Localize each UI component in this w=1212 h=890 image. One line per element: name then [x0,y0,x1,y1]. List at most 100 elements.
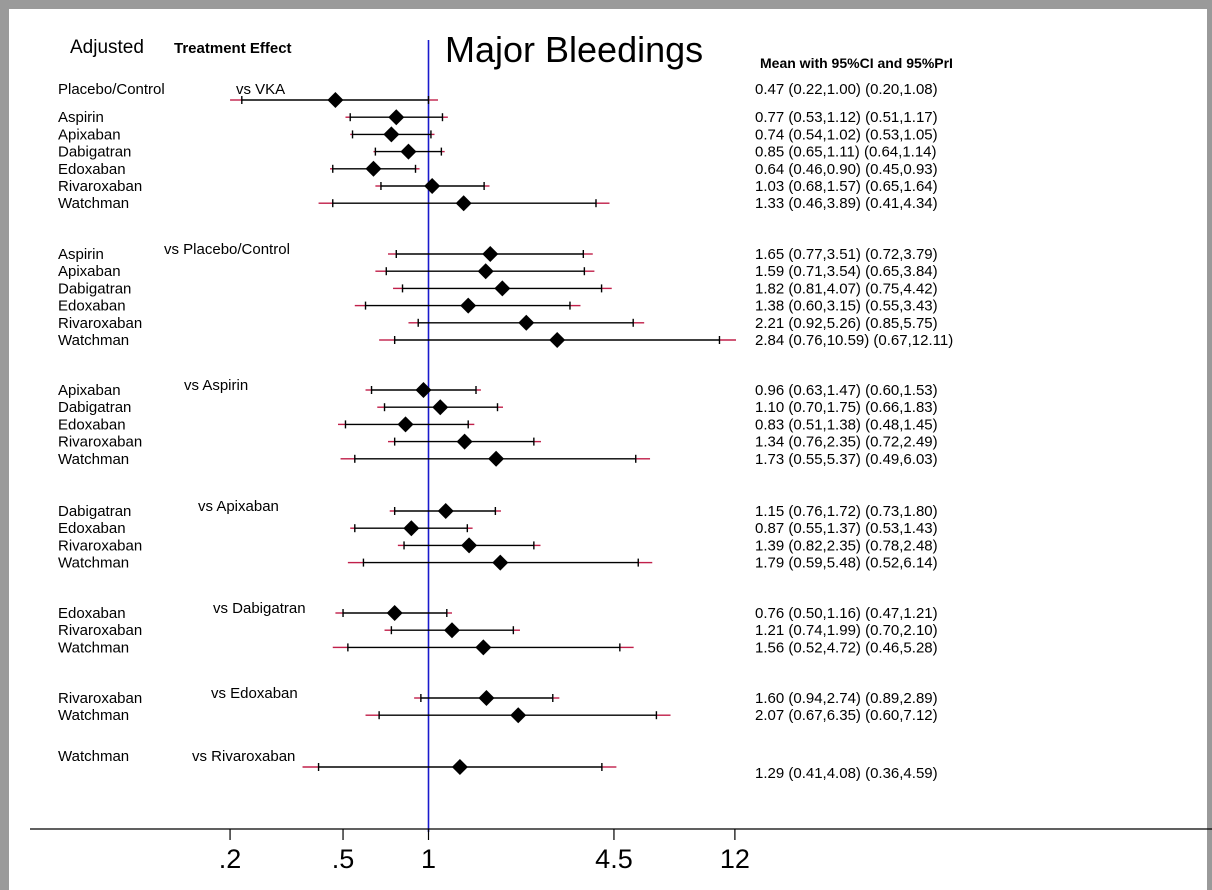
point-estimate [383,126,400,143]
comparator-label: vs Placebo/Control [164,241,290,258]
point-estimate [432,399,449,416]
comparator-label: vs Dabigatran [213,600,306,617]
point-estimate [518,314,535,331]
point-estimate [437,503,454,519]
point-estimate [549,332,566,348]
comparator-label: vs Edoxaban [211,685,298,702]
point-estimate [444,622,461,639]
point-estimate [327,92,344,108]
point-estimate [460,297,477,314]
point-estimate [475,639,492,656]
point-estimate [492,554,509,571]
x-axis: .2 .5 1 4.5 12 [30,828,1212,874]
chart-title: Major Bleedings [445,29,703,70]
estimate-label: 1.73 (0.55,5.37) (0.49,6.03) [755,451,938,468]
treatment-label: Watchman [58,707,129,724]
rows-layer: Placebo/Control vs VKA 0.47 (0.22,1.00) (0… [58,40,953,832]
estimate-label: 1.60 (0.94,2.74) (0.89,2.89) [755,690,938,707]
point-estimate [456,433,473,450]
treatment-label: Apixaban [58,126,121,143]
point-estimate [477,263,494,280]
treatment-label: Watchman [58,639,129,656]
treatment-effect-label: Treatment Effect [174,40,292,57]
point-estimate [451,759,468,775]
point-estimate [403,520,420,537]
estimate-label: 1.82 (0.81,4.07) (0.75,4.42) [755,280,938,297]
point-estimate [365,160,382,177]
estimate-label: 1.15 (0.76,1.72) (0.73,1.80) [755,503,938,520]
treatment-label: Rivaroxaban [58,622,142,639]
point-estimate [461,537,478,554]
estimate-label: 0.74 (0.54,1.02) (0.53,1.05) [755,126,938,143]
comparator-label: vs Apixaban [198,498,279,515]
estimate-label: 1.65 (0.77,3.51) (0.72,3.79) [755,246,938,263]
estimate-label: 0.76 (0.50,1.16) (0.47,1.21) [755,605,938,622]
treatment-label: Rivaroxaban [58,315,142,332]
estimate-label: 1.10 (0.70,1.75) (0.66,1.83) [755,399,938,416]
estimate-label: 1.56 (0.52,4.72) (0.46,5.28) [755,639,938,656]
estimate-label: 0.77 (0.53,1.12) (0.51,1.17) [755,109,938,126]
treatment-label: Rivaroxaban [58,537,142,554]
estimate-label: 2.21 (0.92,5.26) (0.85,5.75) [755,315,938,332]
x-tick-label: .5 [332,844,355,874]
estimate-label: 0.47 (0.22,1.00) (0.20,1.08) [755,81,938,98]
treatment-label: Dabigatran [58,280,131,297]
comparator-label: vs Aspirin [184,377,248,394]
estimate-label: 1.39 (0.82,2.35) (0.78,2.48) [755,537,938,554]
point-estimate [482,246,499,262]
estimate-label: 0.96 (0.63,1.47) (0.60,1.53) [755,382,938,399]
treatment-label: Placebo/Control [58,81,165,98]
treatment-label: Watchman [58,555,129,572]
estimate-label: 0.87 (0.55,1.37) (0.53,1.43) [755,520,938,537]
estimate-label: 0.64 (0.46,0.90) (0.45,0.93) [755,161,938,178]
point-estimate [455,195,472,212]
point-estimate [488,450,505,467]
estimate-label: 0.83 (0.51,1.38) (0.48,1.45) [755,416,938,433]
estimate-label: 2.84 (0.76,10.59) (0.67,12.11) [755,332,953,349]
estimate-label: 1.59 (0.71,3.54) (0.65,3.84) [755,263,938,280]
treatment-label: Apixaban [58,382,121,399]
treatment-label: Edoxaban [58,298,126,315]
treatment-label: Watchman [58,332,129,349]
point-estimate [510,707,527,724]
treatment-label: Watchman [58,195,129,212]
x-tick-label: .2 [219,844,242,874]
estimate-label: 1.33 (0.46,3.89) (0.41,4.34) [755,195,938,212]
treatment-label: Apixaban [58,263,121,280]
point-estimate [386,605,403,621]
treatment-label: Edoxaban [58,605,126,622]
x-tick-label: 4.5 [595,844,633,874]
treatment-label: Dabigatran [58,399,131,416]
point-estimate [415,382,432,398]
point-estimate [494,280,511,297]
treatment-label: Aspirin [58,246,104,263]
treatment-label: Watchman [58,451,129,468]
x-tick-label: 1 [421,844,436,874]
treatment-label: Dabigatran [58,503,131,520]
treatment-label: Edoxaban [58,416,126,433]
point-estimate [400,143,417,160]
treatment-label: Dabigatran [58,144,131,161]
estimate-label: 2.07 (0.67,6.35) (0.60,7.12) [755,707,938,724]
point-estimate [424,178,441,194]
estimate-label: 1.29 (0.41,4.08) (0.36,4.59) [755,765,938,782]
comparator-label: vs Rivaroxaban [192,748,295,765]
treatment-label: Watchman [58,748,129,765]
treatment-label: Rivaroxaban [58,178,142,195]
treatment-label: Rivaroxaban [58,690,142,707]
treatment-label: Rivaroxaban [58,434,142,451]
treatment-label: Edoxaban [58,161,126,178]
estimate-label: 1.34 (0.76,2.35) (0.72,2.49) [755,434,938,451]
estimate-label: 1.79 (0.59,5.48) (0.52,6.14) [755,555,938,572]
stats-header: Mean with 95%CI and 95%PrI [760,55,953,71]
adjusted-label: Adjusted [70,37,144,58]
treatment-label: Aspirin [58,109,104,126]
estimate-label: 1.21 (0.74,1.99) (0.70,2.10) [755,622,938,639]
point-estimate [397,416,414,433]
comparator-label: vs VKA [236,81,285,98]
estimate-label: 1.38 (0.60,3.15) (0.55,3.43) [755,298,938,315]
x-tick-label: 12 [720,844,750,874]
estimate-label: 0.85 (0.65,1.11) (0.64,1.14) [755,144,937,161]
